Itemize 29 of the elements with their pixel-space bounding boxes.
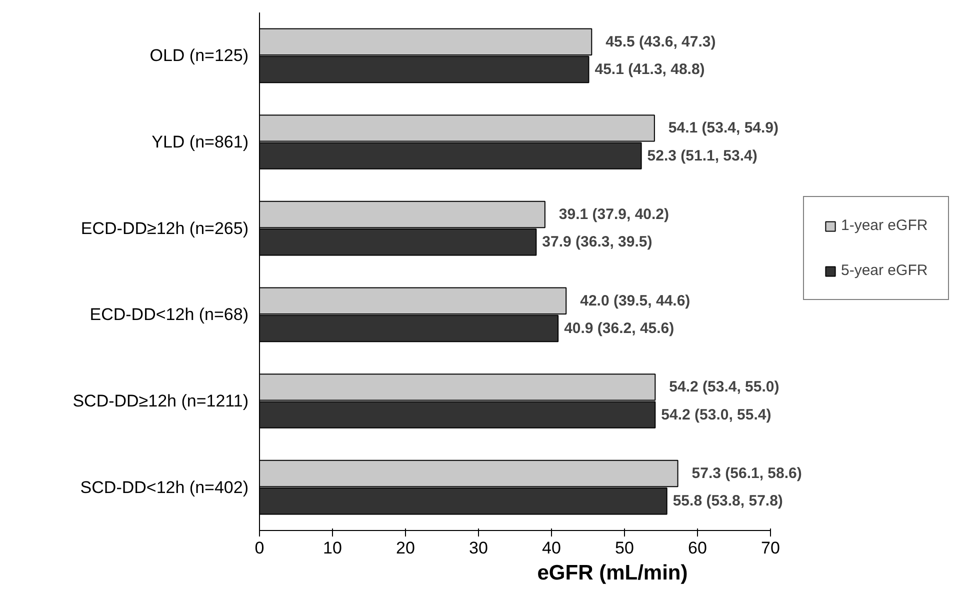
data-label: 39.1 (37.9, 40.2) (558, 206, 670, 224)
data-label: 54.2 (53.0, 55.4) (661, 406, 772, 424)
x-tick-label: 20 (396, 538, 415, 558)
x-tick-label: 30 (469, 538, 488, 558)
y-tick-label: OLD (n=125) (150, 46, 249, 66)
legend-label: 5-year eGFR (841, 262, 928, 279)
data-label: 54.1 (53.4, 54.9) (668, 120, 779, 137)
x-tick-label: 10 (323, 538, 342, 558)
x-tick-label: 40 (542, 538, 561, 558)
x-axis-title: eGFR (mL/min) (537, 562, 688, 584)
x-tick-label: 50 (615, 538, 634, 558)
data-label: 45.1 (41.3, 48.8) (594, 60, 705, 78)
data-label: 57.3 (56.1, 58.6) (692, 465, 802, 482)
data-label: 52.3 (51.1, 53.4) (647, 147, 758, 164)
y-tick-label: SCD-DD<12h (n=402) (80, 478, 249, 497)
data-label: 42.0 (39.5, 44.6) (580, 292, 690, 310)
x-tick-label: 60 (688, 538, 707, 558)
data-label: 37.9 (36.3, 39.5) (542, 234, 652, 251)
x-tick-label: 0 (254, 538, 264, 558)
legend-label: 1-year eGFR (841, 217, 928, 234)
y-tick-label: YLD (n=861) (152, 132, 249, 152)
y-tick-label: SCD-DD≥12h (n=1211) (72, 392, 249, 410)
data-label: 55.8 (53.8, 57.8) (672, 492, 783, 510)
data-label: 40.9 (36.2, 45.6) (564, 320, 674, 337)
x-tick-label: 70 (761, 538, 780, 558)
data-label: 45.5 (43.6, 47.3) (606, 33, 716, 50)
y-tick-label: ECD-DD≥12h (n=265) (80, 218, 248, 238)
data-label: 54.2 (53.4, 55.0) (669, 378, 780, 396)
y-tick-label: ECD-DD<12h (n=68) (90, 305, 249, 324)
